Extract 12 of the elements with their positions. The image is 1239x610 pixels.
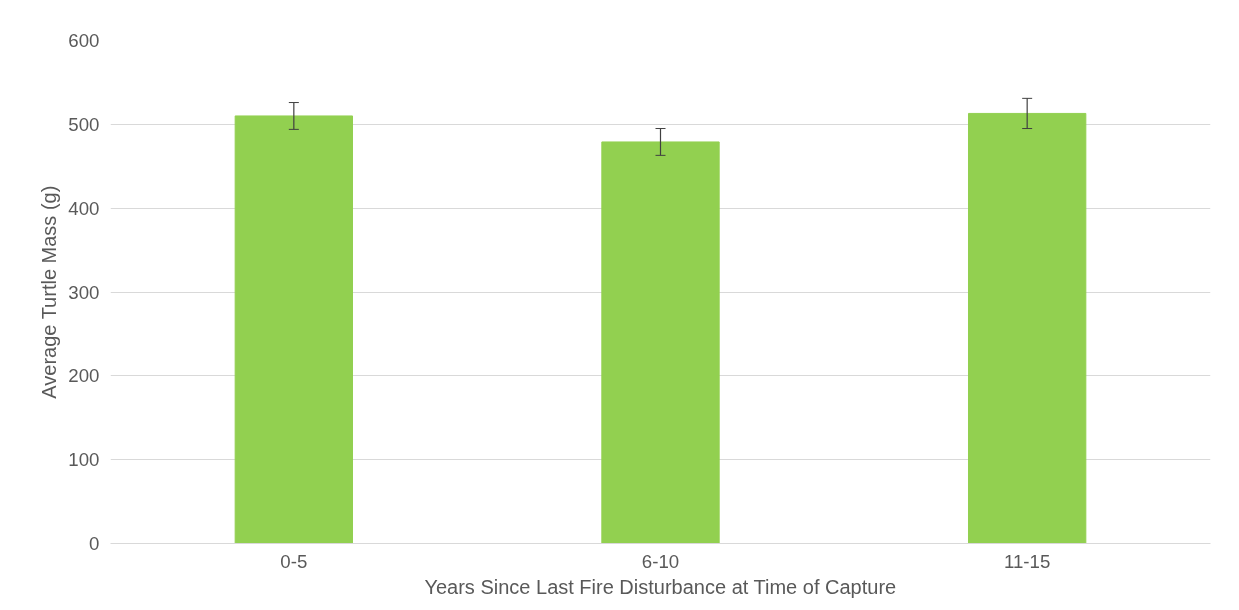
x-tick-label: 0-5	[280, 550, 308, 572]
y-tick-label: 400	[68, 197, 100, 219]
y-tick-label: 300	[68, 281, 100, 303]
y-tick-label: 0	[89, 533, 100, 554]
y-axis-title: Average Turtle Mass (g)	[38, 185, 61, 399]
y-tick-label: 500	[68, 113, 100, 135]
y-tick-label: 200	[68, 365, 100, 387]
y-tick-label: 600	[68, 30, 100, 51]
y-tick-label: 100	[68, 449, 100, 471]
x-tick-label: 6-10	[641, 550, 680, 572]
x-axis-title: Years Since Last Fire Disturbance at Time of Capture	[424, 575, 897, 598]
x-tick-label: 11-15	[1004, 550, 1051, 572]
